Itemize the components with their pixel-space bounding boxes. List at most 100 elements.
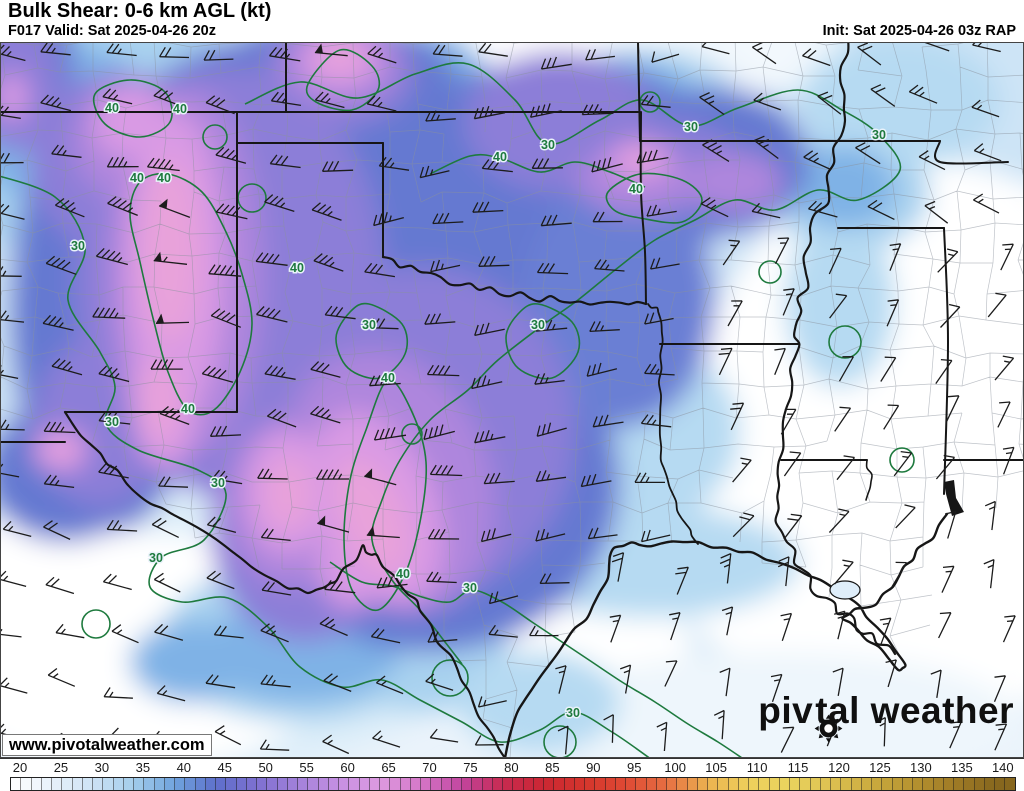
wind-barb [372,730,401,748]
wind-barb [651,51,680,63]
colorbar-tick: 125 [869,760,891,775]
wind-barb [619,664,632,694]
colorbar-cell [554,778,565,790]
wind-barb [611,552,625,582]
colorbar-cell [964,778,975,790]
contour-labels-layer: 30 30 30 30 30 30 30 30 30 30 30 40 40 40 40 40 40 40 40 40… [70,100,888,722]
colorbar-cell [872,778,883,790]
colorbar-cell [462,778,473,790]
wind-barb [103,687,133,699]
colorbar-tick: 115 [787,760,809,775]
wind-barb [946,395,960,422]
colorbar-tick: 100 [664,760,687,775]
wind-barb [935,358,953,384]
wind-barb [973,143,1002,162]
wind-barb [883,404,900,430]
wind-barb [473,105,506,120]
colorbar-cell [759,778,770,790]
wind-barb [0,309,25,323]
wind-barb [536,262,569,275]
wind-barb [92,307,126,319]
wind-barb [895,504,916,529]
wind-barb [949,721,962,749]
wind-barb [891,561,908,588]
wind-barb [935,454,955,480]
colorbar-cell [164,778,175,790]
wind-barb [310,405,341,424]
wind-barb [43,421,76,434]
colorbar-cell [984,778,995,790]
contour-label: 30 [684,120,698,134]
wind-barb [589,321,620,333]
wind-barb [51,144,82,158]
wind-barb [429,464,463,477]
colorbar-cell [144,778,155,790]
colorbar-tick: 95 [627,760,642,775]
wind-barb [156,685,186,702]
colorbar-cell [72,778,83,790]
wind-barb [425,673,454,691]
wind-barb [718,347,733,376]
wind-barb [893,450,913,477]
wind-barb [702,139,730,162]
colorbar-cell [339,778,350,790]
wind-barb [0,152,24,164]
wind-barb [42,314,74,331]
wind-barb [636,149,669,164]
colorbar-cell [246,778,257,790]
contour-label: 40 [629,182,643,196]
colorbar-cell [574,778,585,790]
colorbar-cell [913,778,924,790]
logo-text-left: piv [758,690,814,731]
wind-barb [373,212,404,227]
wind-barb [40,94,72,112]
wind-barb [832,667,844,697]
wind-barb [314,51,348,57]
wind-barb [971,99,1000,118]
wind-barb [0,463,20,478]
wind-barb [997,401,1011,428]
wind-barb [427,528,460,540]
colorbar-cell [892,778,903,790]
wind-barb [774,347,786,375]
wind-barb [369,374,401,387]
wind-barb [153,256,188,265]
wind-barb [719,553,732,584]
wind-barb [260,528,291,542]
wind-barb [644,312,674,325]
colorbar-strip [10,777,1016,791]
wind-barb [594,259,625,272]
wind-barb [586,362,618,377]
wind-barb [47,667,76,687]
contour-label: 30 [362,318,376,332]
wind-barb [425,110,456,122]
colorbar-tick: 140 [991,760,1014,775]
wind-barb [98,365,130,383]
wind-barb [205,674,236,689]
colorbar-cell [62,778,73,790]
wind-barb [483,472,515,485]
colorbar-cell [21,778,32,790]
wind-barb [426,364,460,377]
wind-barb [782,288,795,316]
wind-barb [424,313,456,325]
wind-barb [366,95,397,112]
colorbar-cell [585,778,596,790]
colorbar-cell [708,778,719,790]
wind-barb [153,88,183,108]
wind-barb [994,723,1008,751]
wind-barb [780,612,793,642]
wind-barb [45,576,75,595]
wind-barb [535,528,566,542]
wind-barb [107,196,138,217]
colorbar-cell [216,778,227,790]
wind-barb [314,91,345,109]
wind-barb [40,42,71,56]
colorbar-tick: 50 [258,760,273,775]
wind-barb [938,612,952,639]
colorbar-cell [831,778,842,790]
colorbar-cell [472,778,483,790]
colorbar-cell [31,778,42,790]
wind-barb [783,513,803,540]
colorbar-cell [277,778,288,790]
